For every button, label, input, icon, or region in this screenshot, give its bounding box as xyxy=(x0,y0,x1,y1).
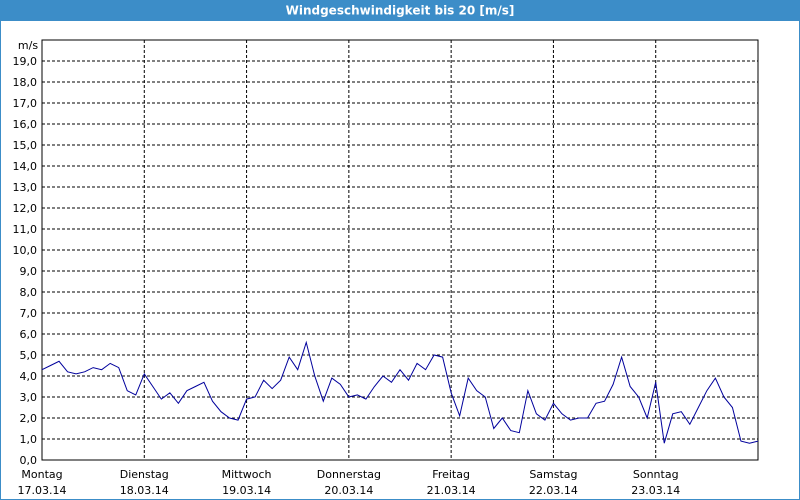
x-tick-label: 20.03.14 xyxy=(324,484,373,497)
y-tick-label: 0,0 xyxy=(20,454,38,467)
y-tick-label: 1,0 xyxy=(20,433,38,446)
y-tick-label: 13,0 xyxy=(13,181,38,194)
y-tick-label: 19,0 xyxy=(13,55,38,68)
y-tick-label: 3,0 xyxy=(20,391,38,404)
x-tick-label: Donnerstag xyxy=(317,468,381,481)
y-tick-label: 9,0 xyxy=(20,265,38,278)
x-tick-label: 22.03.14 xyxy=(529,484,578,497)
y-tick-label: 11,0 xyxy=(13,223,38,236)
x-tick-label: Samstag xyxy=(529,468,577,481)
y-tick-label: 4,0 xyxy=(20,370,38,383)
y-tick-label: 12,0 xyxy=(13,202,38,215)
x-tick-label: Freitag xyxy=(432,468,470,481)
x-tick-label: Dienstag xyxy=(120,468,169,481)
x-tick-label: 17.03.14 xyxy=(18,484,67,497)
x-tick-label: Montag xyxy=(21,468,62,481)
title-bar xyxy=(0,0,800,21)
data-line xyxy=(41,340,759,444)
x-tick-label: 23.03.14 xyxy=(631,484,680,497)
x-tick-label: 21.03.14 xyxy=(427,484,476,497)
y-tick-label: 16,0 xyxy=(13,118,38,131)
y-tick-label: 10,0 xyxy=(13,244,38,257)
x-tick-label: 19.03.14 xyxy=(222,484,271,497)
y-tick-label: 5,0 xyxy=(20,349,38,362)
y-tick-label: 15,0 xyxy=(13,139,38,152)
y-tick-label: 7,0 xyxy=(20,307,38,320)
x-tick-label: Mittwoch xyxy=(222,468,272,481)
x-tick-label: 18.03.14 xyxy=(120,484,169,497)
y-tick-label: 18,0 xyxy=(13,76,38,89)
y-tick-label: 2,0 xyxy=(20,412,38,425)
y-tick-label: 17,0 xyxy=(13,97,38,110)
y-tick-label: 8,0 xyxy=(20,286,38,299)
x-tick-label: Sonntag xyxy=(633,468,679,481)
y-tick-label: 6,0 xyxy=(20,328,38,341)
y-tick-label: 14,0 xyxy=(13,160,38,173)
y-unit: m/s xyxy=(18,39,38,52)
chart-title: Windgeschwindigkeit bis 20 [m/s] xyxy=(286,4,515,18)
